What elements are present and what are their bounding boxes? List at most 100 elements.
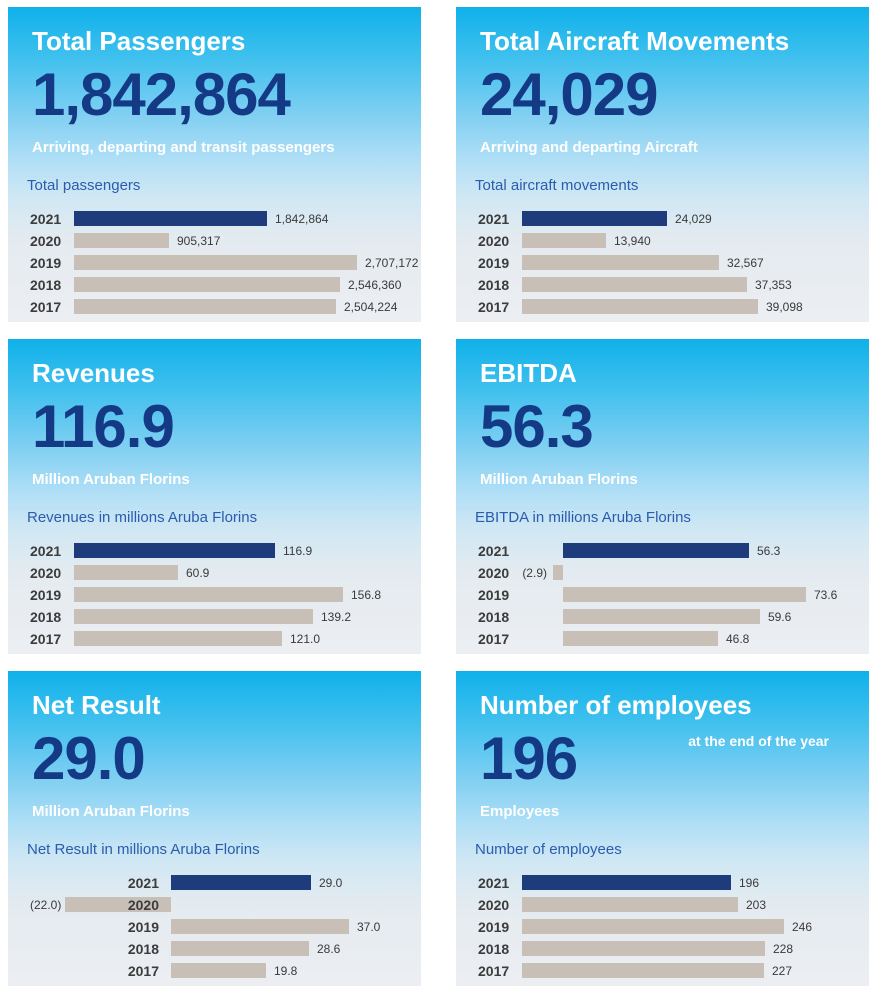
negative-zone: 2018 [65, 941, 171, 956]
chart-title: Total aircraft movements [475, 177, 639, 194]
bar [74, 587, 343, 602]
year-label: 2018 [478, 940, 510, 957]
year-label: 2021 [30, 542, 62, 559]
chart-row: 2021 56.3 [466, 543, 859, 558]
year-label: 2017 [30, 630, 62, 647]
chart-title: Revenues in millions Aruba Florins [27, 509, 258, 526]
card-ebitda: EBITDA 56.3 Million Aruban Florins EBITD… [456, 339, 869, 654]
chart-row: 2018 37,353 [466, 277, 859, 292]
bar [563, 543, 749, 558]
value-label: 2,504,224 [344, 299, 398, 314]
chart-rows: 2021 56.3 2020 (2.9) 2019 73.6 2018 59.6 2017 46.… [466, 543, 859, 646]
bar [522, 255, 719, 270]
card-total-aircraft-movements: Total Aircraft Movements 24,029 Arriving… [456, 7, 869, 322]
year-label: 2017 [127, 962, 159, 979]
year-label: 2019 [478, 918, 510, 935]
bar [74, 543, 275, 558]
bar-chart: EBITDA in millions Aruba Florins 2021 56.… [456, 509, 869, 646]
card-title: Total Passengers [32, 26, 246, 56]
headline-value: 24,029 [480, 61, 659, 128]
chart-row: 2019 32,567 [466, 255, 859, 270]
chart-row: (22.0) 2020 [18, 897, 411, 912]
card-header: Net Result 29.0 Million Aruban Florins [8, 671, 421, 821]
headline-value: 1,842,864 [32, 61, 291, 128]
chart-rows: 2021 116.9 2020 60.9 2019 156.8 2018 139.2 2017 1… [18, 543, 411, 646]
value-label: 29.0 [319, 875, 343, 890]
chart-title: Number of employees [475, 841, 622, 858]
chart-rows: 2021 24,029 2020 13,940 2019 32,567 2018 37,353… [466, 211, 859, 314]
chart-row: 2021 116.9 [18, 543, 411, 558]
negative-zone: (2.9) [522, 565, 563, 580]
card-header: Total Passengers 1,842,864 Arriving, dep… [8, 7, 421, 157]
chart-row: 2018 28.6 [18, 941, 411, 956]
bar [171, 875, 311, 890]
year-label: 2019 [30, 586, 62, 603]
chart-row: 2018 139.2 [18, 609, 411, 624]
negative-zone [522, 543, 563, 558]
card-title: Revenues [32, 358, 155, 388]
year-label: 2018 [478, 276, 510, 293]
value-label: 905,317 [177, 233, 221, 248]
value-label: 13,940 [614, 233, 651, 248]
chart-row: 2020 60.9 [18, 565, 411, 580]
card-total-passengers: Total Passengers 1,842,864 Arriving, dep… [8, 7, 421, 322]
chart-row: 2021 24,029 [466, 211, 859, 226]
value-label: 139.2 [321, 609, 352, 624]
card-header: Total Aircraft Movements 24,029 Arriving… [456, 7, 869, 157]
value-label: 59.6 [768, 609, 792, 624]
bar [74, 277, 340, 292]
bar-chart: Total aircraft movements 2021 24,029 2020 1… [456, 177, 869, 314]
value-label: 32,567 [727, 255, 764, 270]
bar-chart: Net Result in millions Aruba Florins 202… [8, 841, 421, 978]
year-label: 2020 [478, 564, 510, 581]
negative-zone [522, 631, 563, 646]
chart-row: 2018 59.6 [466, 609, 859, 624]
bar [171, 941, 309, 956]
bar-chart: Total passengers 2021 1,842,864 2020 905,31… [8, 177, 421, 314]
negative-zone [522, 609, 563, 624]
value-label: 19.8 [274, 963, 298, 978]
bar [522, 941, 765, 956]
chart-row: 2020 203 [466, 897, 859, 912]
bar [74, 609, 313, 624]
chart-row: 2020 13,940 [466, 233, 859, 248]
card-title: Number of employees [480, 690, 752, 720]
year-label: 2018 [30, 276, 62, 293]
value-label: 1,842,864 [275, 211, 329, 226]
year-label: 2019 [30, 254, 62, 271]
value-label: 24,029 [675, 211, 712, 226]
headline-caption: Arriving and departing Aircraft [480, 139, 698, 156]
chart-row: 2017 46.8 [466, 631, 859, 646]
year-label: 2018 [127, 940, 159, 957]
card-revenues: Revenues 116.9 Million Aruban Florins Re… [8, 339, 421, 654]
year-label: 2017 [30, 298, 62, 315]
value-label: 2,546,360 [348, 277, 402, 292]
value-label: 116.9 [283, 543, 313, 558]
year-label: 2018 [30, 608, 62, 625]
chart-rows: 2021 1,842,864 2020 905,317 2019 2,707,172 201… [18, 211, 418, 315]
bar [522, 277, 747, 292]
chart-row: 2019 2,707,172 [18, 254, 418, 271]
negative-value-label: (2.9) [522, 565, 547, 580]
negative-value-label: (22.0) [30, 897, 62, 912]
card-title: EBITDA [480, 358, 577, 388]
year-label: 2021 [478, 210, 510, 227]
year-label: 2019 [478, 586, 510, 603]
chart-row: 2017 227 [466, 963, 859, 978]
negative-zone [522, 587, 563, 602]
bar [171, 919, 349, 934]
value-label: 37,353 [755, 277, 792, 292]
value-label: 39,098 [766, 299, 803, 314]
chart-row: 2021 1,842,864 [18, 211, 411, 226]
bar [563, 609, 760, 624]
chart-row: 2017 39,098 [466, 299, 859, 314]
bar [74, 211, 267, 226]
value-label: 203 [746, 897, 767, 912]
bar [563, 631, 718, 646]
headline-value: 196 [480, 725, 578, 792]
chart-row: 2017 121.0 [18, 631, 411, 646]
year-label: 2020 [478, 896, 510, 913]
headline-value: 56.3 [480, 393, 594, 460]
bar [522, 233, 606, 248]
card-header: EBITDA 56.3 Million Aruban Florins [456, 339, 869, 489]
